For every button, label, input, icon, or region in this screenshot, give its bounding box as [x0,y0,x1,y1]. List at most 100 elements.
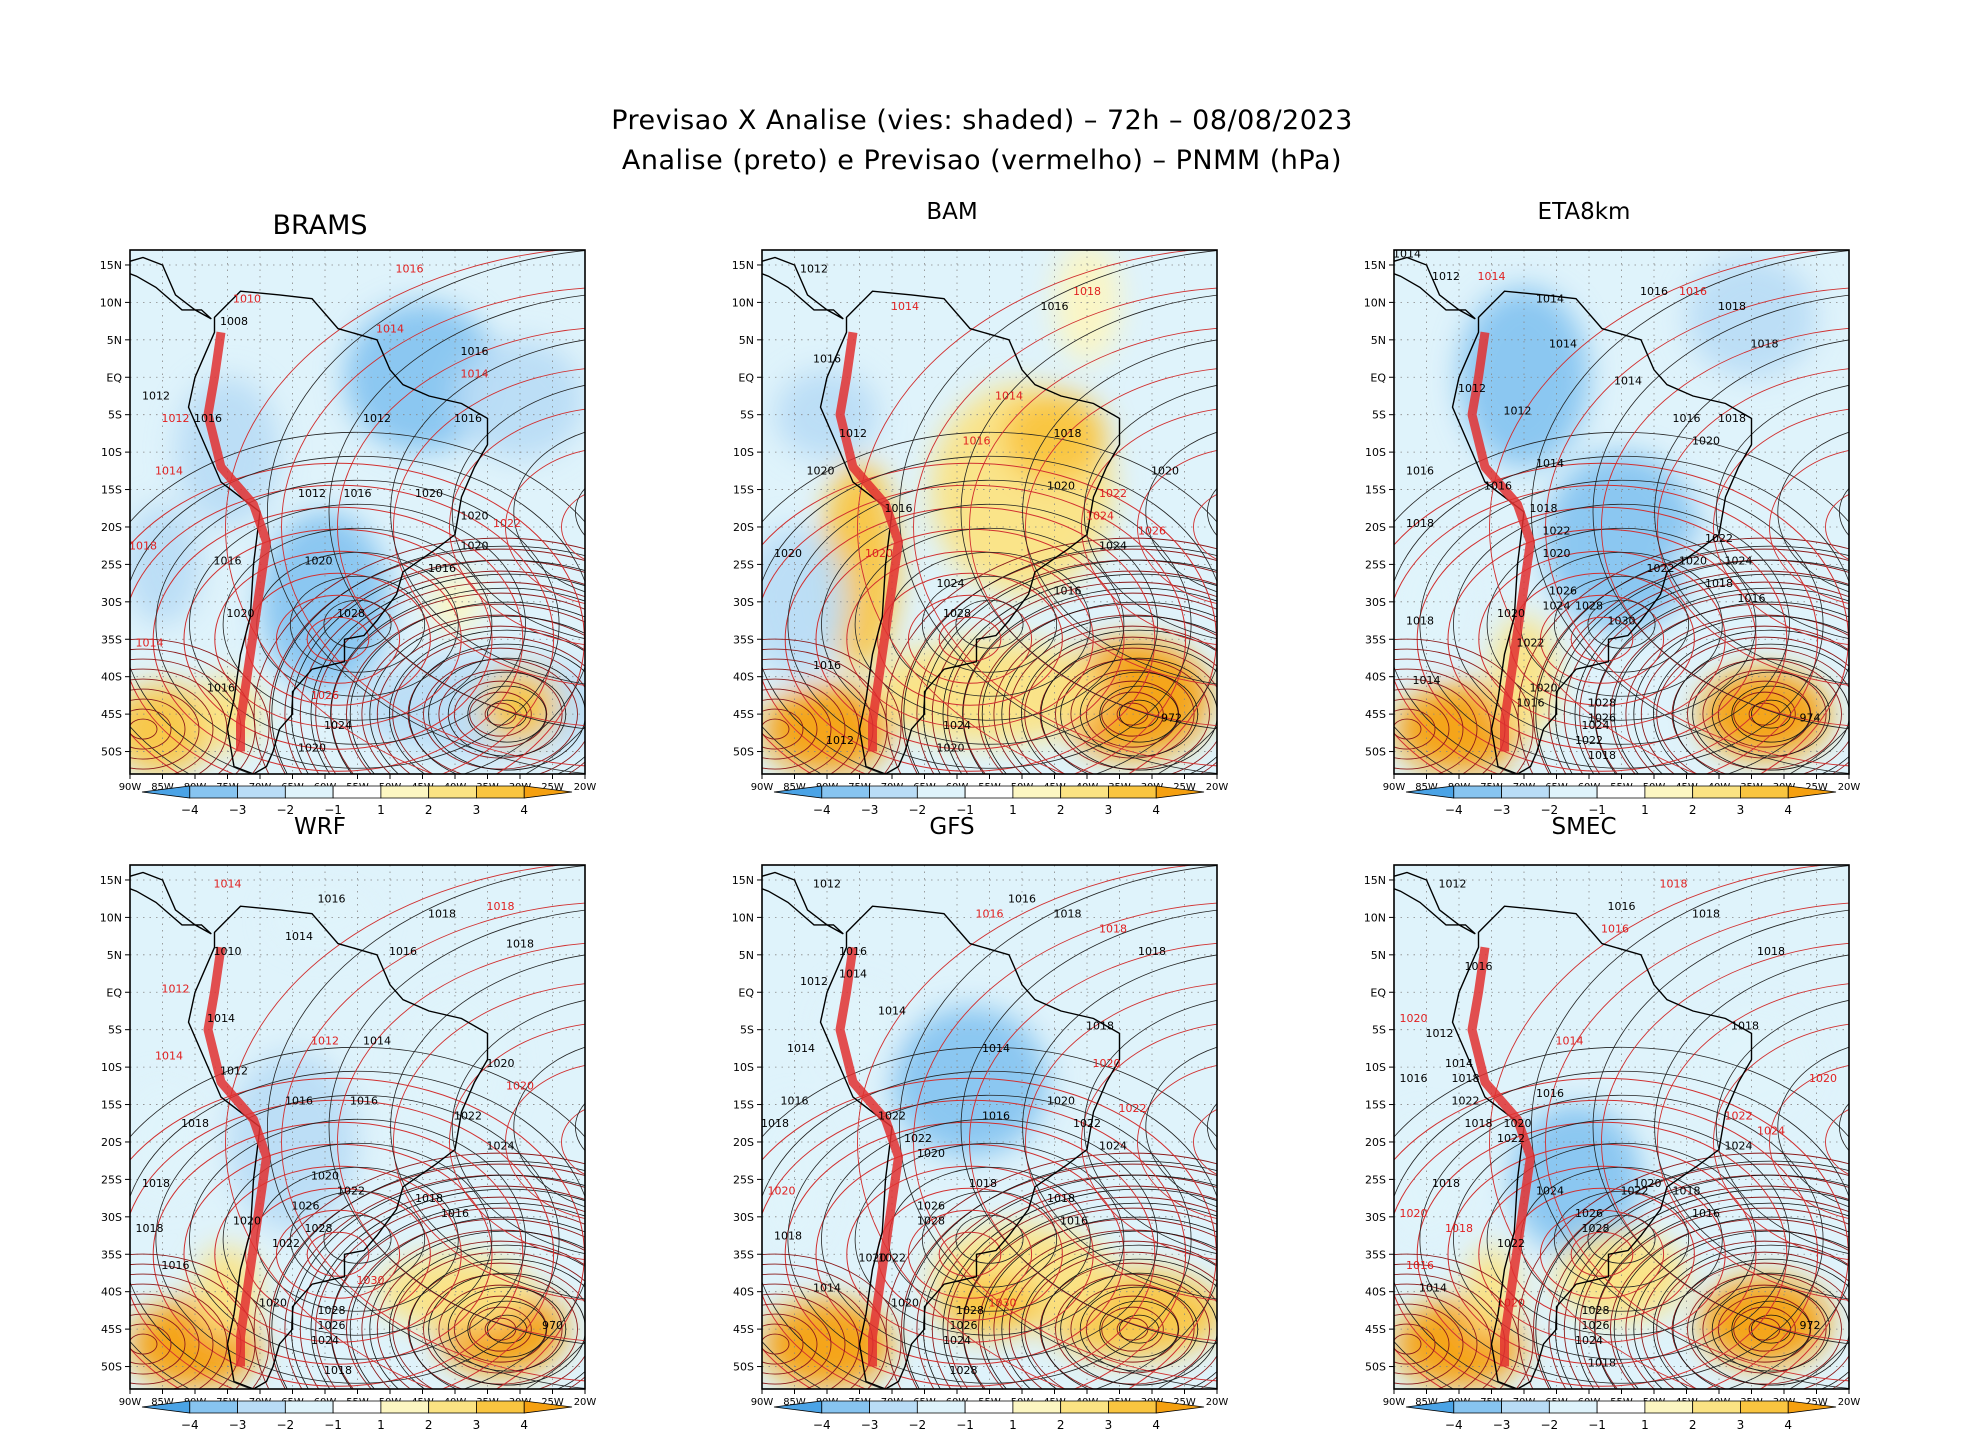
lat-tick-label: 15N [732,259,754,272]
isobar-label: 1020 [1497,607,1525,620]
isobar-label: 1018 [1445,1222,1473,1235]
bias-shading [1699,1276,1830,1367]
isobar-label: 1010 [233,292,261,305]
colorbar-tick-label: −4 [813,1418,831,1432]
isobar-label: 1022 [1705,532,1733,545]
colorbar-tick-label: −2 [908,803,926,817]
colorbar-tick-label: −4 [1445,1418,1463,1432]
lon-tick-label: 25W [1805,782,1828,793]
isobar-label: 1016 [162,1259,190,1272]
colorbar-segment [1644,1400,1694,1414]
colorbar-tick-label: −1 [956,803,974,817]
lon-tick-label: 90W [1383,1397,1406,1408]
isobar-label: 972 [1800,1319,1821,1332]
isobar-label: 1014 [285,930,313,943]
isobar-label: 1030 [989,1297,1017,1310]
lat-tick-label: 25S [1365,558,1386,571]
lat-tick-label: 25S [101,1173,122,1186]
isobar-label: 1020 [259,1297,287,1310]
isobar-label: 1012 [813,877,841,890]
isobar-label: 1016 [982,1110,1010,1123]
coastline-central-america [130,871,212,935]
isobar-label: 1016 [839,945,867,958]
isobar-label: 1018 [1465,1117,1493,1130]
isobar-label: 1020 [298,742,326,755]
isobar-label: 1018 [1086,1020,1114,1033]
isobar-label: 1012 [162,412,190,425]
lat-tick-label: 30S [1365,596,1386,609]
lat-tick-label: 25S [733,1173,754,1186]
isobar-label: 1020 [233,1214,261,1227]
lat-tick-label: 20S [101,1136,122,1149]
isobar-label: 1014 [1445,1057,1473,1070]
isobar-label: 1018 [1673,1184,1701,1197]
colorbar-segment [1596,1400,1646,1414]
isobar-label: 1024 [1725,554,1753,567]
isobar-label: 1030 [1608,614,1636,627]
isobar-label: 1020 [917,1147,945,1160]
coastline-central-america [762,256,844,320]
colorbar-segment [1453,785,1502,799]
colorbar-segment [773,785,823,799]
lat-tick-label: 10N [1364,296,1386,309]
colorbar-segment [332,785,382,799]
isobar-label: 1014 [461,367,489,380]
lat-tick-label: 20S [733,521,754,534]
lat-tick-label: 5N [107,334,122,347]
colorbar-tick-label: 4 [1152,803,1160,817]
panel-title: SMEC [1551,814,1617,840]
lat-tick-label: 15S [1365,484,1386,497]
isobar-label: 1014 [1536,292,1564,305]
isobar-label: 1026 [1582,1319,1610,1332]
isobar-label: 1008 [220,315,248,328]
isobar-label: 1020 [774,547,802,560]
isobar-label: 1014 [1614,375,1642,388]
colorbar-segment [1692,785,1741,799]
colorbar-segment [1405,1400,1455,1414]
panel-title: ETA8km [1537,199,1631,225]
isobar-label: 1014 [1413,674,1441,687]
isobar-label: 1016 [1608,900,1636,913]
isobar-label: 1016 [1406,465,1434,478]
isobar-label: 1014 [1478,270,1506,283]
lat-tick-label: 15N [100,259,122,272]
isobar-label: 1014 [155,465,183,478]
isobar-label: 1012 [1504,405,1532,418]
isobar-label: 1016 [344,487,372,500]
colorbar-segment [1644,785,1694,799]
lat-tick-label: 50S [1365,746,1386,759]
isobar-label: 1016 [285,1095,313,1108]
lon-tick-label: 25W [541,1397,564,1408]
lat-tick-label: 10N [100,296,122,309]
panel-title: BRAMS [272,210,368,241]
colorbar-tick-label: 4 [1152,1418,1160,1432]
isobar-label: 1014 [1393,247,1421,260]
colorbar-tick-label: −1 [1588,803,1606,817]
lat-tick-label: 5S [1372,1024,1386,1037]
isobar-label: 1018 [1530,502,1558,515]
isobar-label: 1016 [813,659,841,672]
isobar-label: 1018 [1406,517,1434,530]
isobar-label: 1020 [1400,1207,1428,1220]
lon-tick-label: 85W [151,782,174,793]
isobar-label: 1018 [1452,1072,1480,1085]
bias-shading [892,1007,1048,1158]
isobar-label: 1016 [318,892,346,905]
lat-tick-label: 5N [1371,949,1386,962]
colorbar-segment [1740,785,1789,799]
isobar-label: 1012 [220,1065,248,1078]
isobar-label: 1018 [1718,412,1746,425]
isobar-label: 1018 [1718,300,1746,313]
andes-contour-band [1467,946,1535,1367]
isobar-label: 1014 [982,1042,1010,1055]
lat-tick-label: 5S [108,409,122,422]
isobar-label: 1016 [389,945,417,958]
lat-tick-label: 15S [101,484,122,497]
isobar-label: 1022 [1543,524,1571,537]
isobar-label: 1018 [1660,877,1688,890]
isobar-label: 1016 [976,907,1004,920]
isobar-label: 972 [1161,712,1182,725]
isobar-label: 1022 [878,1252,906,1265]
colorbar-segment [821,1400,870,1414]
lon-tick-label: 20W [1838,782,1861,793]
